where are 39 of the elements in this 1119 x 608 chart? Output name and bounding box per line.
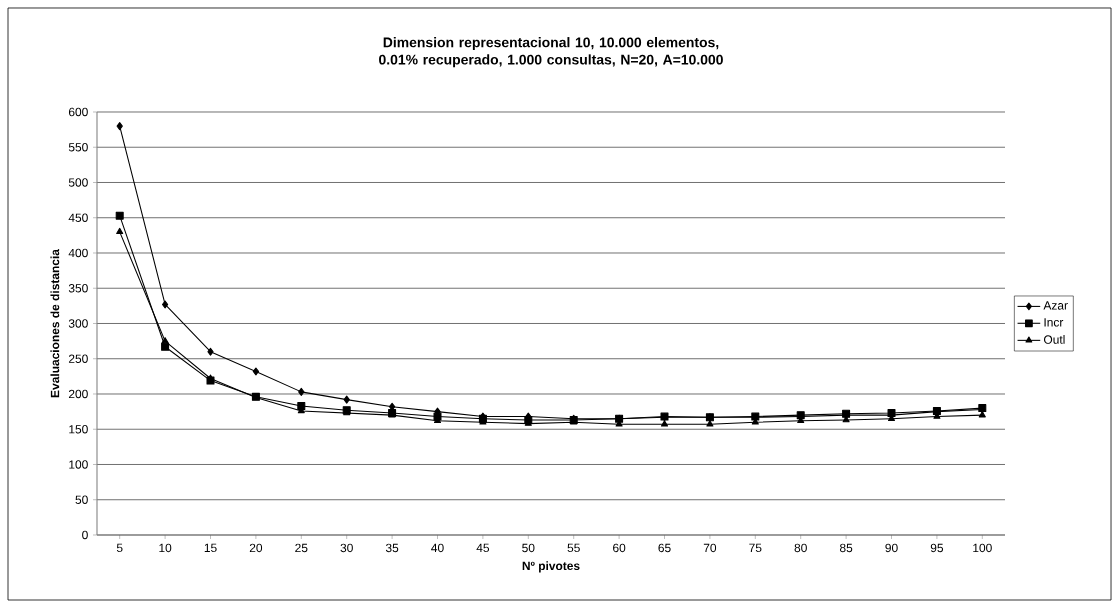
y-tick-label: 100: [69, 460, 88, 469]
y-tick-label: 200: [68, 389, 88, 399]
x-tick-label: 35: [385, 543, 399, 553]
x-tick-label: 50: [522, 543, 535, 553]
y-tick-label: 350: [68, 284, 88, 293]
y-tick-label: 250: [68, 354, 88, 363]
y-tick-label: 550: [68, 143, 88, 152]
x-tick-label: 80: [794, 543, 807, 553]
legend-label: Incr: [1044, 318, 1064, 327]
x-tick-label: 60: [613, 543, 626, 553]
x-axis-title: Nº pivotes: [522, 561, 580, 573]
x-tick-label: 70: [703, 543, 717, 553]
legend-label: Outl: [1043, 335, 1065, 344]
x-tick-label: 95: [930, 543, 944, 553]
legend-label: Azar: [1043, 301, 1068, 310]
x-tick-label: 90: [885, 543, 898, 553]
x-tick-label: 85: [839, 543, 853, 553]
x-tick-label: 55: [567, 543, 580, 553]
y-tick-label: 150: [69, 425, 88, 434]
x-tick-label: 10: [159, 543, 172, 553]
y-tick-label: 50: [75, 495, 88, 504]
x-tick-label: 40: [431, 543, 444, 553]
x-tick-label: 100: [973, 543, 992, 553]
y-tick-label: 500: [68, 178, 88, 187]
y-tick-label: 0: [82, 530, 88, 540]
x-tick-label: 5: [116, 543, 123, 553]
x-tick-label: 30: [340, 543, 353, 553]
x-tick-label: 45: [476, 543, 490, 553]
y-axis-title: Evaluaciones de distancia: [50, 249, 60, 398]
y-tick-label: 450: [68, 213, 88, 222]
x-tick-label: 75: [749, 543, 762, 553]
y-tick-label: 600: [68, 107, 88, 117]
x-tick-label: 65: [658, 543, 671, 553]
y-tick-label: 400: [68, 248, 88, 258]
y-tick-label: 300: [68, 319, 88, 328]
x-tick-label: 20: [249, 543, 263, 553]
chart-title: Dimension representacional 10, 10.000 elementos, 0.01% recuperado, 1.000 consultas, N=20, A=10.000: [379, 37, 723, 68]
x-tick-label: 15: [204, 543, 217, 553]
x-tick-label: 25: [295, 543, 308, 553]
